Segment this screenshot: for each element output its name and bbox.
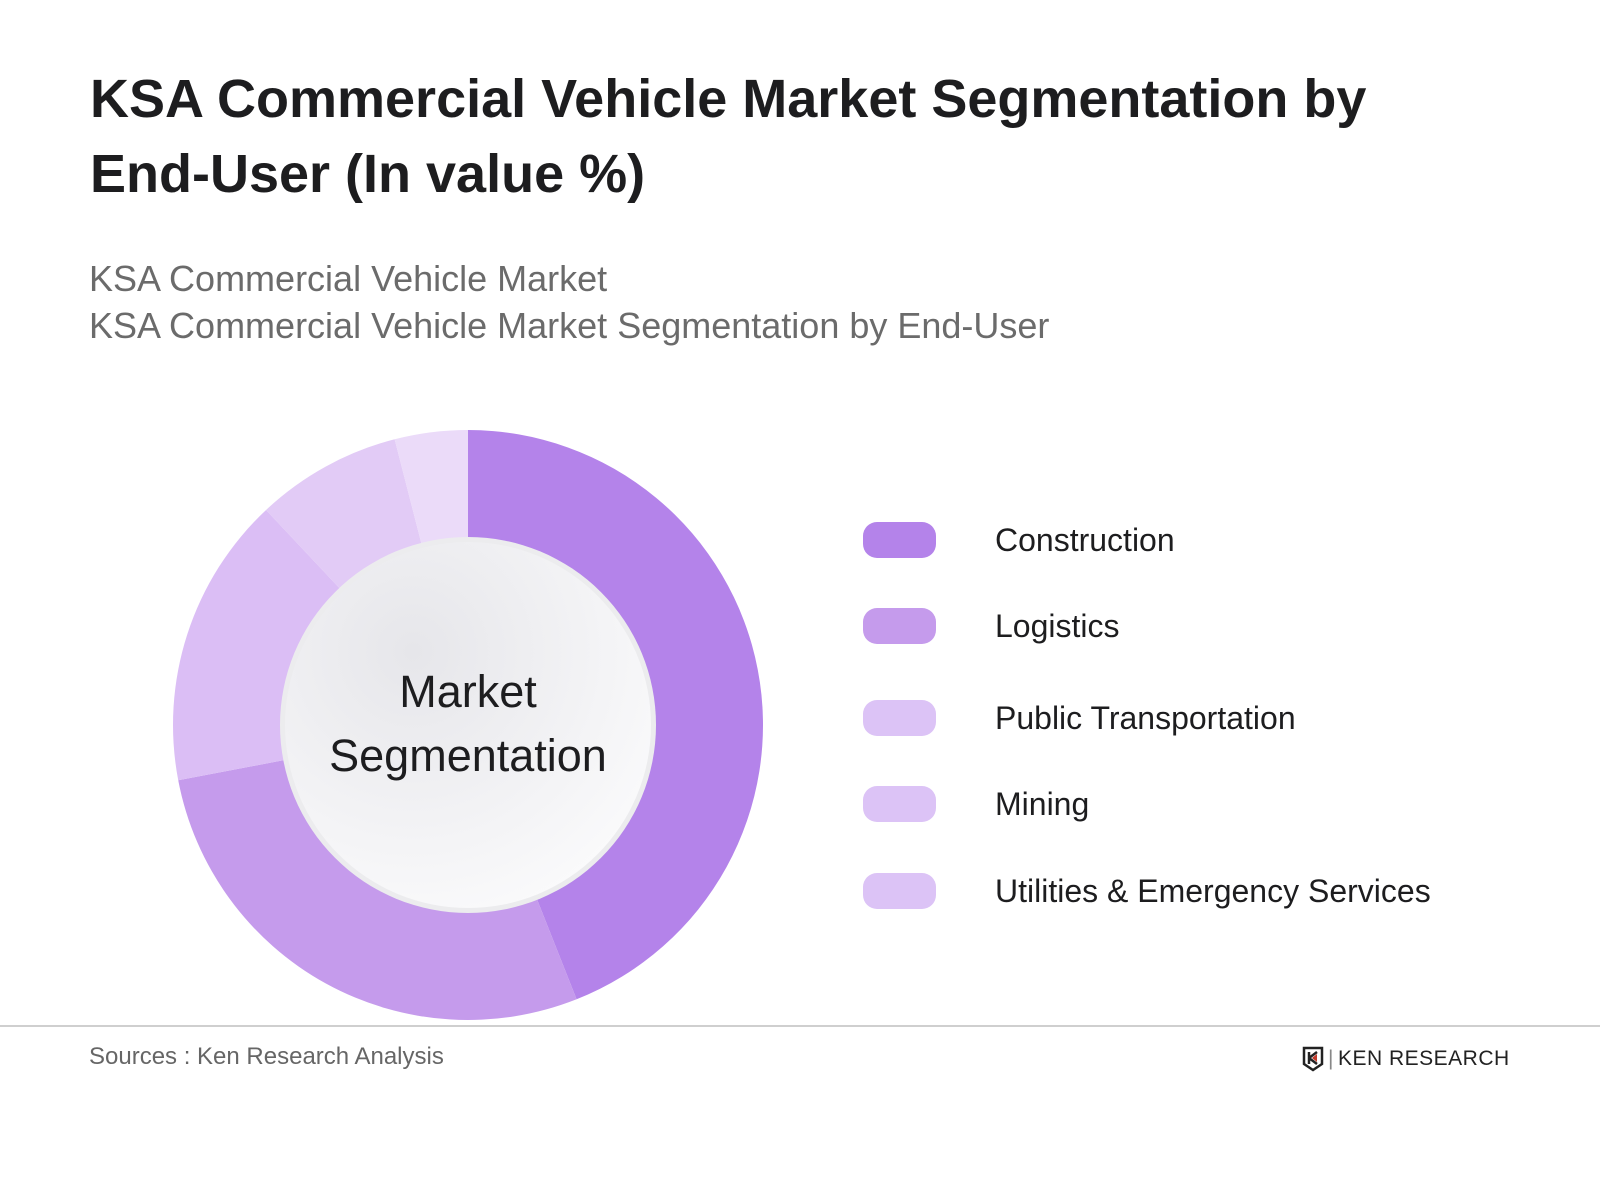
legend-swatch	[863, 700, 936, 736]
legend-label: Construction	[995, 521, 1175, 558]
legend-label: Utilities & Emergency Services	[995, 872, 1431, 909]
chart-title: KSA Commercial Vehicle Market Segmentati…	[90, 69, 1367, 204]
ken-shield-icon	[1302, 1046, 1324, 1072]
center-disc	[285, 542, 651, 908]
center-label: Market Segmentation	[329, 666, 607, 781]
legend-label: Mining	[995, 785, 1090, 822]
legend-item-mining: Mining	[863, 784, 1563, 824]
ken-research-logo: | KEN RESEARCH	[1302, 1046, 1510, 1072]
legend-swatch	[863, 873, 936, 909]
legend-swatch	[863, 786, 936, 822]
legend-item-public-transportation: Public Transportation	[863, 698, 1563, 738]
subtitle-line-2: KSA Commercial Vehicle Market Segmentati…	[89, 305, 1050, 346]
legend-label: Logistics	[995, 607, 1120, 644]
source-note: Sources : Ken Research Analysis	[89, 1043, 444, 1070]
logo-text: KEN RESEARCH	[1337, 1047, 1510, 1070]
legend-label: Public Transportation	[995, 699, 1296, 736]
legend-item-construction: Construction	[863, 520, 1563, 560]
legend-item-utilities: Utilities & Emergency Services	[863, 871, 1563, 911]
legend-swatch	[863, 522, 936, 558]
subtitle-line-1: KSA Commercial Vehicle Market	[89, 258, 608, 299]
footer-divider	[0, 1025, 1600, 1027]
legend-item-logistics: Logistics	[863, 606, 1563, 646]
legend-swatch	[863, 608, 936, 644]
